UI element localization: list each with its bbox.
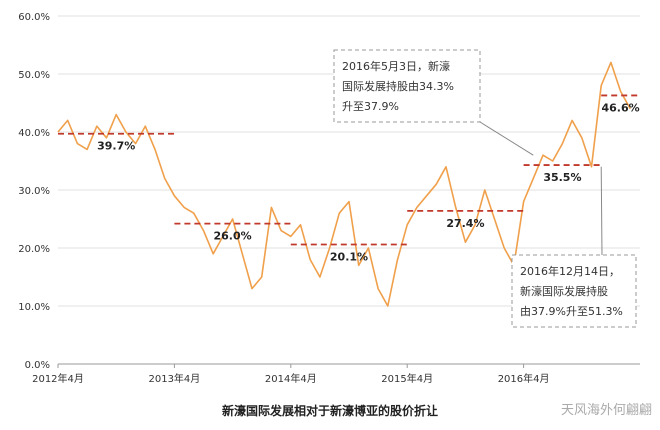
y-tick-label: 0.0% — [25, 360, 50, 371]
y-tick-label: 30.0% — [18, 186, 50, 197]
chart-caption: 新濠国际发展相对于新濠博亚的股价折让 — [221, 404, 438, 418]
average-label: 46.6% — [602, 101, 640, 114]
annotation-leader — [600, 166, 603, 256]
x-tick-label: 2016年4月 — [498, 372, 550, 385]
y-tick-label: 10.0% — [18, 302, 50, 313]
y-tick-label: 50.0% — [18, 70, 50, 81]
x-tick-label: 2014年4月 — [265, 372, 317, 385]
x-tick-label: 2012年4月 — [32, 372, 84, 385]
discount-chart: 0.0% 10.0% 20.0% 30.0% 40.0% 50.0% 60.0% 2012年4… — [18, 12, 640, 385]
x-tick-label: 2015年4月 — [381, 372, 433, 385]
annotation-text: 国际发展持股由34.3% — [342, 79, 454, 93]
average-label: 35.5% — [543, 171, 581, 184]
series-layer — [57, 61, 631, 307]
average-lines: 39.7% 26.0% 20.1% 27.4% 35.5% 46.6% — [58, 94, 640, 264]
average-label: 26.0% — [214, 230, 252, 243]
annotation-text: 2016年5月3日，新濠 — [342, 59, 450, 73]
x-tick-label: 2013年4月 — [148, 372, 200, 385]
average-label: 20.1% — [330, 251, 368, 264]
annotation-text: 升至37.9% — [342, 100, 399, 113]
annotation-leader — [479, 121, 534, 156]
annotation-box — [511, 254, 637, 328]
annotation-text: 新濠国际发展持股 — [520, 284, 608, 298]
annotation-text: 2016年12月14日， — [520, 264, 620, 278]
annotation-box — [333, 49, 481, 123]
y-tick-label: 60.0% — [18, 12, 50, 23]
y-tick-label: 20.0% — [18, 244, 50, 255]
average-label: 39.7% — [97, 140, 135, 153]
average-label: 27.4% — [446, 217, 484, 230]
annotation-text: 由37.9%升至51.3% — [520, 304, 623, 318]
y-tick-label: 40.0% — [18, 128, 50, 139]
watermark: 天风海外何翩翩 — [560, 403, 652, 418]
axes: 0.0% 10.0% 20.0% 30.0% 40.0% 50.0% 60.0% 2012年4… — [18, 12, 640, 385]
discount-series-line — [57, 61, 631, 307]
